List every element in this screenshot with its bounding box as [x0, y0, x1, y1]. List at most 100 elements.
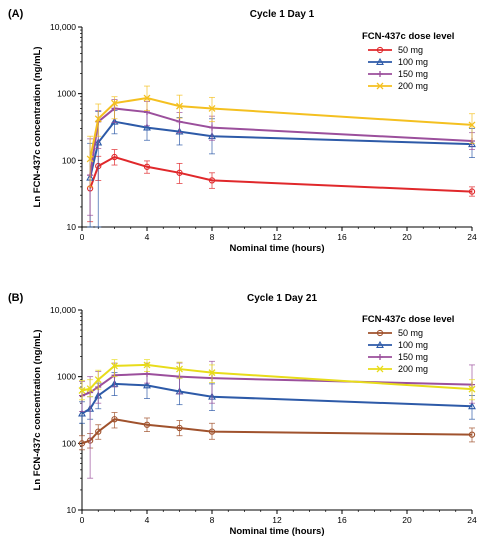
- data-point: [94, 115, 102, 123]
- data-point: [209, 124, 215, 131]
- legend-label: 50 mg: [398, 328, 423, 338]
- data-point: [111, 99, 118, 107]
- x-axis-title: Nominal time (hours): [229, 526, 324, 537]
- data-point: [111, 362, 118, 370]
- data-point: [143, 361, 151, 369]
- series-200-mg: [86, 85, 476, 188]
- data-point: [376, 46, 384, 54]
- x-tick-label: 0: [80, 232, 85, 242]
- x-tick-label: 12: [272, 515, 282, 525]
- data-point: [176, 118, 183, 125]
- data-point: [78, 387, 86, 394]
- series-line: [81, 418, 473, 445]
- data-point: [86, 385, 94, 393]
- data-point: [376, 329, 384, 337]
- y-tick-label: 10,000: [50, 22, 76, 32]
- y-tick-label: 1000: [57, 89, 76, 99]
- x-tick-label: 24: [467, 232, 477, 242]
- legend-label: 100 mg: [398, 340, 428, 350]
- data-point: [468, 385, 476, 393]
- data-point: [143, 94, 151, 102]
- data-point: [376, 365, 384, 373]
- x-tick-label: 20: [402, 232, 412, 242]
- y-tick-label: 10,000: [50, 305, 76, 315]
- series-50-mg: [78, 412, 476, 451]
- x-axis-title: Nominal time (hours): [229, 243, 324, 254]
- data-point: [176, 169, 183, 176]
- series-150-mg: [87, 99, 475, 216]
- series-200-mg: [78, 359, 476, 401]
- legend-label: 150 mg: [398, 69, 428, 79]
- chart-panel-2: (B) Cycle 1 Day 21 10 100 1000 10,000 0 4 8 12 16 2…: [8, 292, 477, 537]
- x-tick-label: 0: [80, 515, 85, 525]
- x-tick-label: 12: [272, 232, 282, 242]
- data-point: [110, 117, 119, 125]
- y-tick-label: 100: [62, 438, 76, 448]
- data-point: [176, 102, 183, 110]
- legend: FCN-437c dose level 50 mg 100 mg 150 mg 200 …: [362, 314, 454, 374]
- data-point: [94, 376, 102, 384]
- data-point: [143, 421, 151, 428]
- data-point: [208, 104, 216, 112]
- chart-title: Cycle 1 Day 21: [247, 293, 317, 304]
- data-point: [377, 71, 383, 77]
- x-tick-label: 20: [402, 515, 412, 525]
- panel-label: (A): [8, 8, 24, 20]
- data-point: [468, 188, 476, 195]
- series-line: [89, 155, 473, 193]
- x-tick-label: 8: [210, 232, 215, 242]
- data-point: [468, 121, 476, 129]
- data-point: [143, 163, 151, 170]
- series-150-mg: [79, 360, 475, 479]
- legend-label: 150 mg: [398, 352, 428, 362]
- data-point: [175, 127, 184, 135]
- data-point: [376, 340, 384, 348]
- data-point: [78, 409, 86, 417]
- data-point: [176, 365, 183, 373]
- data-point: [78, 440, 86, 447]
- chart-title: Cycle 1 Day 1: [250, 9, 315, 20]
- series-50-mg: [86, 149, 476, 223]
- data-point: [208, 177, 216, 184]
- data-point: [111, 153, 118, 161]
- y-axis-title: Ln FCN-437c concentration (ng/mL): [32, 330, 43, 491]
- y-tick-label: 1000: [57, 372, 76, 382]
- x-tick-label: 8: [210, 515, 215, 525]
- series-line: [81, 372, 473, 397]
- data-point: [468, 431, 476, 438]
- data-point: [208, 369, 216, 377]
- data-point: [143, 381, 151, 389]
- x-tick-label: 24: [467, 515, 477, 525]
- legend-title: FCN-437c dose level: [362, 31, 454, 42]
- data-point: [144, 370, 150, 377]
- y-tick-label: 10: [67, 505, 77, 515]
- series-line: [81, 382, 473, 415]
- y-tick-label: 100: [62, 155, 76, 165]
- data-point: [376, 82, 384, 90]
- data-point: [468, 402, 476, 410]
- legend-title: FCN-437c dose level: [362, 314, 454, 325]
- legend-label: 200 mg: [398, 364, 428, 374]
- legend: FCN-437c dose level 50 mg 100 mg 150 mg 200 …: [362, 31, 454, 91]
- legend-label: 50 mg: [398, 45, 423, 55]
- legend-label: 200 mg: [398, 81, 428, 91]
- data-point: [377, 354, 383, 360]
- data-point: [86, 155, 94, 163]
- x-tick-label: 16: [337, 232, 347, 242]
- data-point: [111, 416, 118, 423]
- x-tick-label: 16: [337, 515, 347, 525]
- data-point: [143, 123, 151, 131]
- x-tick-label: 4: [145, 232, 150, 242]
- x-tick-label: 4: [145, 515, 150, 525]
- panel-label: (B): [8, 292, 24, 304]
- chart-panel-1: (A) Cycle 1 Day 1 10 100 1000 10,000 0 4 8 12 16 20…: [8, 8, 477, 254]
- y-tick-label: 10: [67, 222, 77, 232]
- y-axis-title: Ln FCN-437c concentration (ng/mL): [32, 47, 43, 208]
- data-point: [95, 428, 102, 435]
- data-point: [176, 424, 183, 432]
- legend-label: 100 mg: [398, 57, 428, 67]
- data-point: [376, 57, 384, 65]
- data-point: [208, 428, 216, 435]
